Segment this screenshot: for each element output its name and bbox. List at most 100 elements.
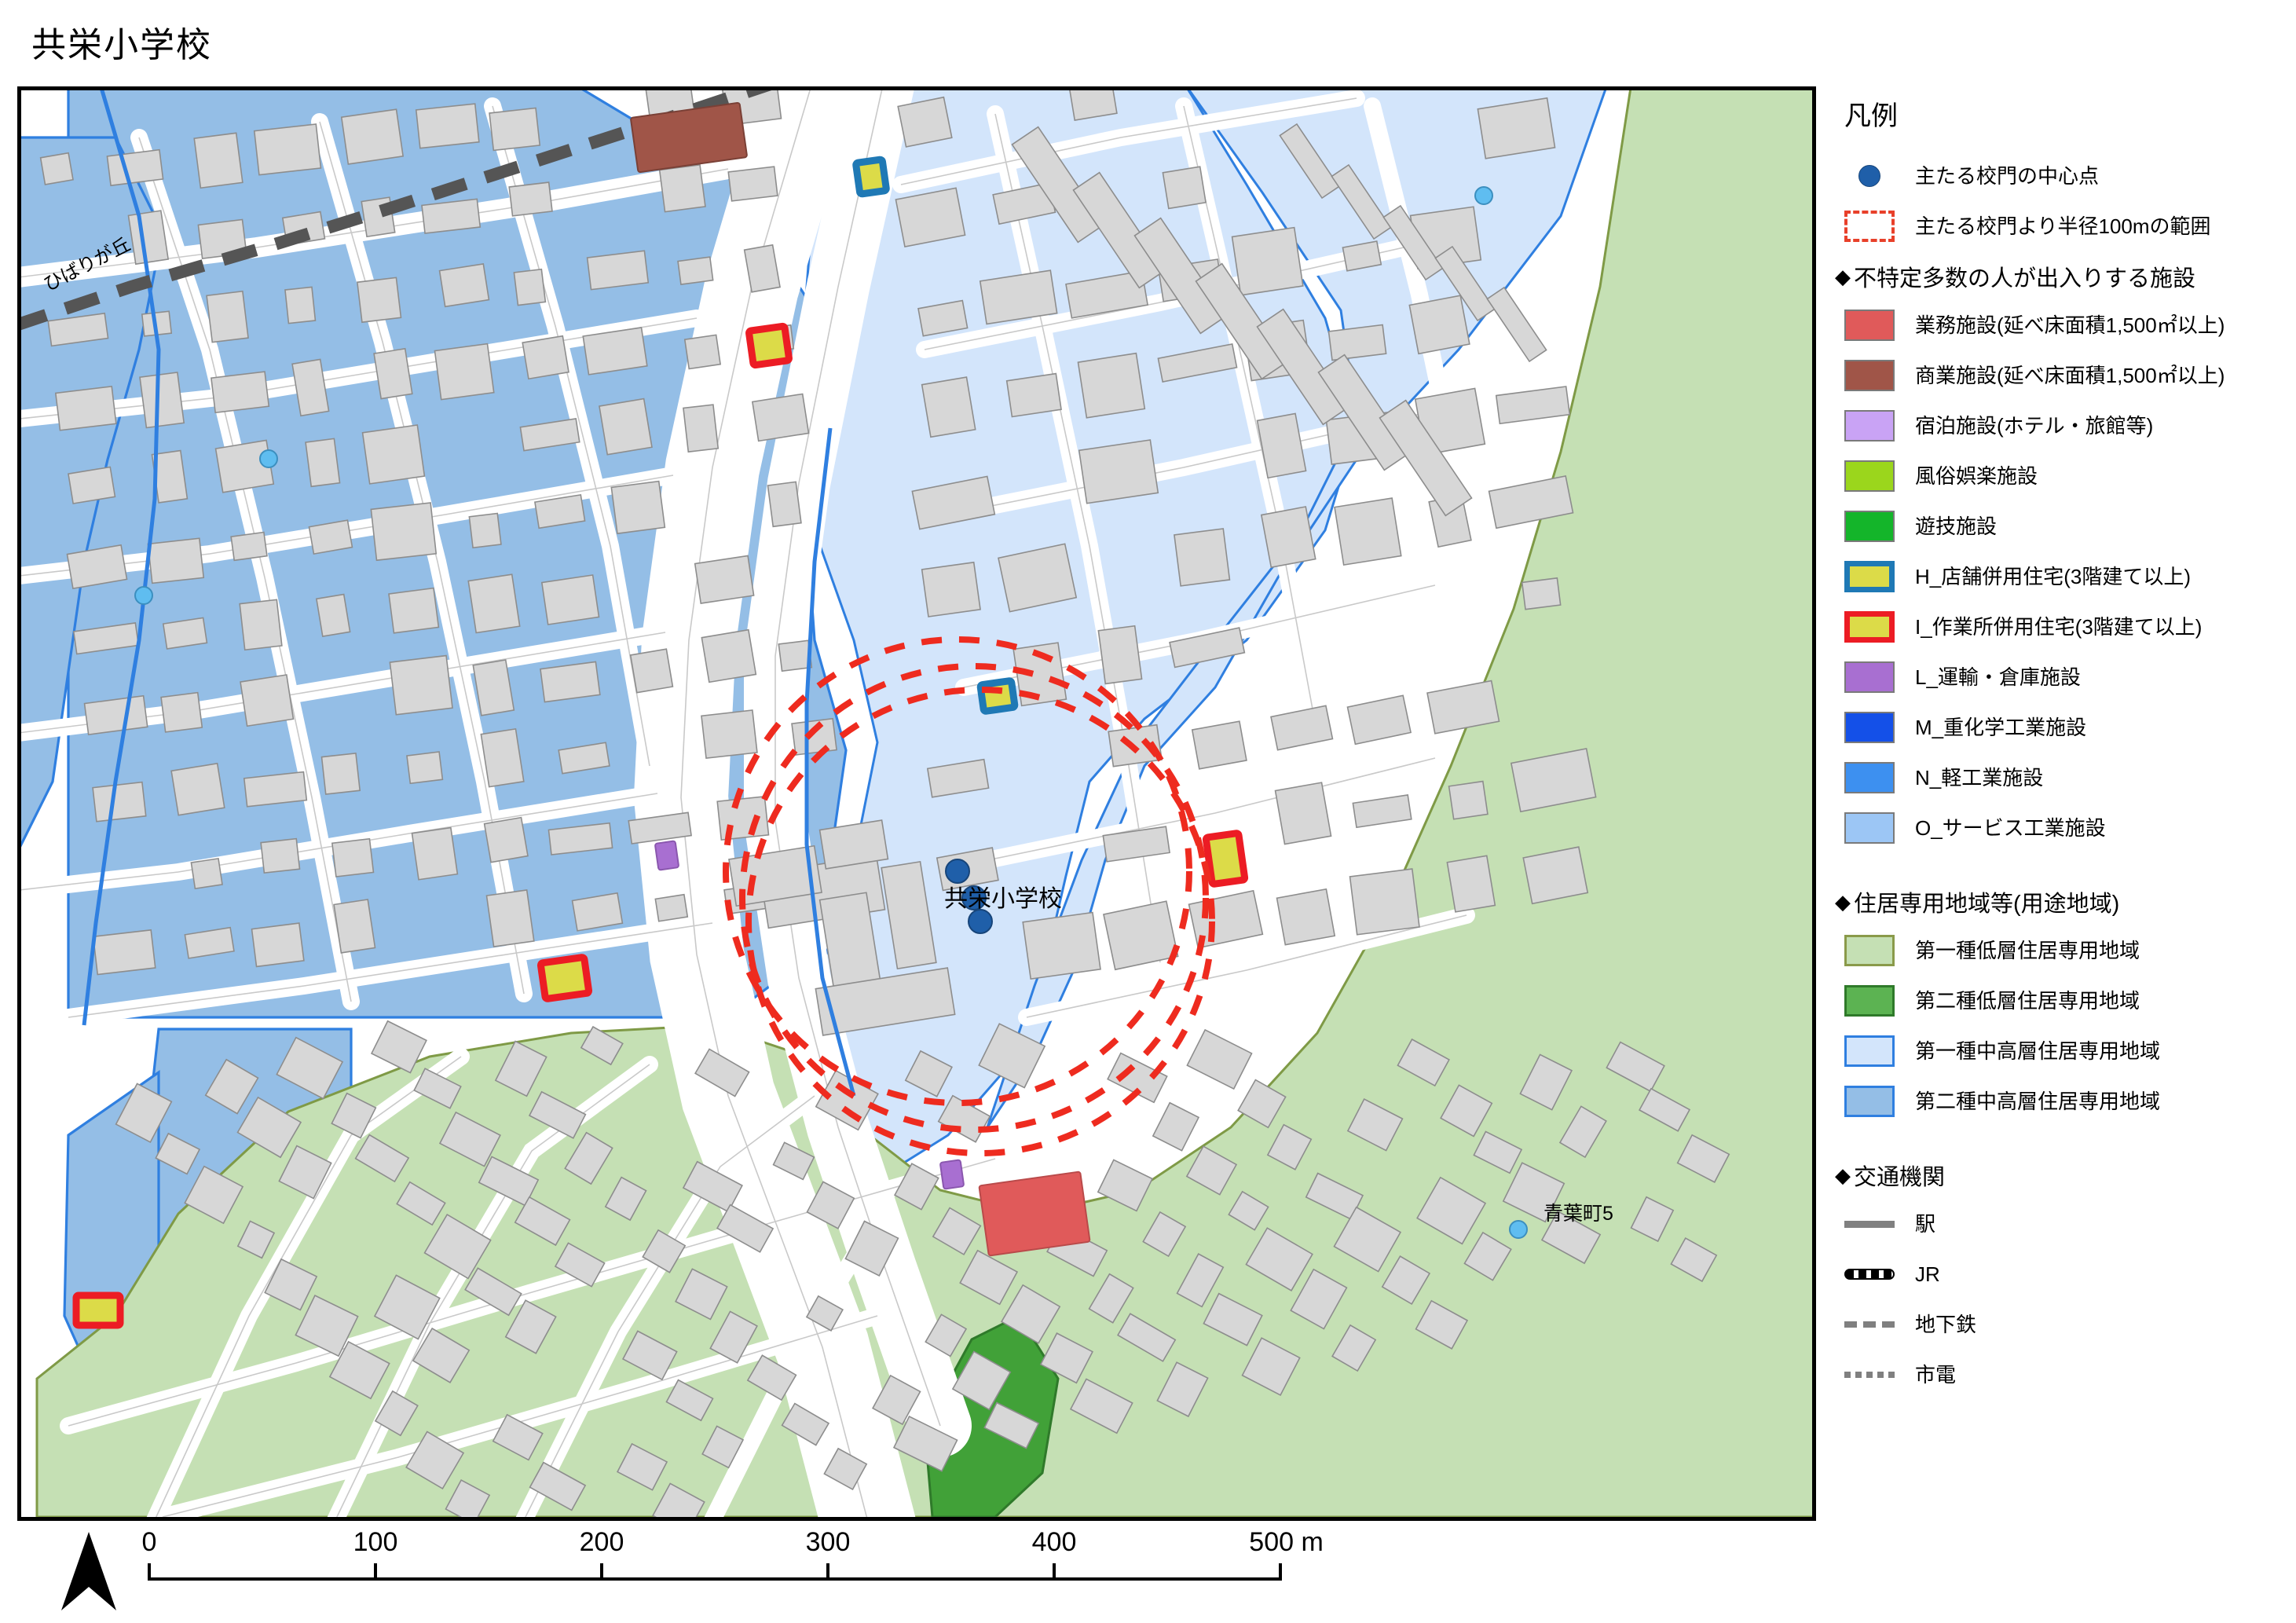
map-building bbox=[932, 1207, 982, 1256]
map-frame[interactable]: .bldg{fill:#d7d7d7;stroke:#8d8d8d;stroke… bbox=[17, 86, 1816, 1521]
legend-item-zone-3[interactable]: 第二種中高層住居専用地域 bbox=[1830, 1085, 2286, 1118]
map-building bbox=[610, 480, 666, 535]
facility-marker-commercial[interactable] bbox=[630, 101, 748, 174]
school-gate-point[interactable] bbox=[945, 859, 970, 884]
transport-line-icon-jr bbox=[1844, 1258, 1895, 1290]
map-building bbox=[892, 1415, 958, 1472]
facility-marker-I[interactable] bbox=[745, 322, 793, 369]
transport-line-icon-dash bbox=[1844, 1309, 1895, 1340]
map-building bbox=[806, 1181, 855, 1229]
legend-label-facility-0: 業務施設(延べ床面積1,500㎡以上) bbox=[1915, 313, 2225, 337]
scale-tick-label-100: 100 bbox=[353, 1527, 398, 1557]
legend-item-facility-10[interactable]: O_サービス工業施設 bbox=[1830, 812, 2286, 844]
map-building bbox=[628, 812, 692, 844]
map-building bbox=[1195, 262, 1289, 380]
legend-item-facility-7[interactable]: L_運輸・倉庫施設 bbox=[1830, 661, 2286, 694]
map-building bbox=[438, 1111, 501, 1167]
map-building bbox=[445, 1478, 491, 1517]
legend-item-transport-0[interactable]: 駅 bbox=[1830, 1207, 2286, 1240]
map-building bbox=[1317, 354, 1412, 471]
legend-label-transport-1: JR bbox=[1915, 1262, 1940, 1286]
facility-marker-I[interactable] bbox=[1202, 830, 1249, 888]
legend-item-facility-4[interactable]: 遊技施設 bbox=[1830, 510, 2286, 543]
legend-item-transport-1[interactable]: JR bbox=[1830, 1258, 2286, 1291]
facility-marker-I[interactable] bbox=[72, 1291, 124, 1329]
map-building bbox=[1606, 1041, 1665, 1093]
legend-item-transport-2[interactable]: 地下鉄 bbox=[1830, 1308, 2286, 1341]
legend-item-gate-point[interactable]: 主たる校門の中心点 bbox=[1830, 159, 2286, 192]
radius-100m-circle bbox=[745, 687, 1215, 1156]
place-point[interactable] bbox=[1509, 1220, 1528, 1239]
map-building bbox=[370, 1020, 427, 1074]
legend-item-transport-3[interactable]: 市電 bbox=[1830, 1358, 2286, 1391]
facility-marker-business[interactable] bbox=[978, 1171, 1091, 1257]
legend-item-facility-8[interactable]: M_重化学工業施設 bbox=[1830, 711, 2286, 744]
legend-item-facility-0[interactable]: 業務施設(延べ床面積1,500㎡以上) bbox=[1830, 309, 2286, 342]
map-building bbox=[305, 438, 341, 488]
map-building bbox=[979, 269, 1058, 325]
map-building bbox=[1068, 90, 1118, 121]
legend-item-zone-2[interactable]: 第一種中高層住居専用地域 bbox=[1830, 1035, 2286, 1068]
facility-marker-H[interactable] bbox=[976, 677, 1019, 715]
map-building bbox=[586, 250, 650, 291]
map-building bbox=[1039, 1332, 1094, 1384]
map-building bbox=[522, 335, 569, 380]
map-building bbox=[1381, 1255, 1431, 1306]
map-building bbox=[278, 1145, 332, 1200]
legend-item-facility-2[interactable]: 宿泊施設(ホテル・旅館等) bbox=[1830, 409, 2286, 442]
legend-label-facility-4: 遊技施設 bbox=[1915, 514, 1998, 538]
map-building bbox=[1203, 1292, 1263, 1346]
map-building bbox=[340, 108, 405, 165]
facility-marker-transport[interactable] bbox=[654, 840, 679, 871]
map-building bbox=[1630, 1196, 1675, 1243]
place-label-aobacho5: 青葉町5 bbox=[1543, 1203, 1613, 1225]
facility-marker-transport[interactable] bbox=[939, 1159, 965, 1190]
legend-item-facility-3[interactable]: 風俗娯楽施設 bbox=[1830, 460, 2286, 493]
place-point[interactable] bbox=[1474, 186, 1493, 205]
map-building bbox=[1260, 506, 1316, 569]
facility-marker-I[interactable] bbox=[536, 954, 593, 1002]
map-building bbox=[370, 502, 438, 562]
legend-item-facility-9[interactable]: N_軽工業施設 bbox=[1830, 761, 2286, 794]
map-building bbox=[464, 1267, 522, 1317]
legend-item-zone-1[interactable]: 第二種低層住居専用地域 bbox=[1830, 984, 2286, 1017]
map-building bbox=[893, 1163, 939, 1211]
legend-item-zone-0[interactable]: 第一種低層住居専用地域 bbox=[1830, 934, 2286, 967]
school-gate-point[interactable] bbox=[961, 885, 987, 910]
map-building bbox=[211, 371, 270, 414]
map-building bbox=[412, 1327, 471, 1383]
map-building bbox=[68, 466, 116, 504]
map-building bbox=[701, 709, 758, 760]
legend-item-facility-6[interactable]: I_作業所併用住宅(3階建て以上) bbox=[1830, 610, 2286, 643]
map-building bbox=[127, 210, 170, 266]
legend-label-facility-9: N_軽工業施設 bbox=[1915, 765, 2044, 790]
map-building bbox=[1408, 295, 1470, 355]
map-building bbox=[1270, 705, 1334, 751]
legend-item-radius-100m[interactable]: 主たる校門より半径100mの範囲 bbox=[1830, 210, 2286, 243]
map-building bbox=[328, 1340, 390, 1400]
map-building bbox=[1266, 1123, 1313, 1171]
map-building bbox=[1440, 1084, 1493, 1138]
map-building bbox=[767, 481, 802, 528]
facility-marker-H[interactable] bbox=[852, 156, 890, 198]
scale-tick-label-500: 500 m bbox=[1249, 1527, 1324, 1557]
legend-item-facility-5[interactable]: H_店舗併用住宅(3階建て以上) bbox=[1830, 560, 2286, 593]
map-canvas[interactable]: .bldg{fill:#d7d7d7;stroke:#8d8d8d;stroke… bbox=[21, 90, 1812, 1517]
map-building bbox=[727, 166, 778, 202]
map-building bbox=[413, 1068, 462, 1109]
map-building bbox=[1639, 1087, 1691, 1132]
map-building bbox=[709, 1310, 758, 1364]
place-point[interactable] bbox=[134, 586, 153, 605]
map-building bbox=[921, 376, 976, 438]
map-building bbox=[356, 277, 402, 324]
legend-item-facility-1[interactable]: 商業施設(延べ床面積1,500㎡以上) bbox=[1830, 359, 2286, 392]
facility-swatch-icon bbox=[1844, 410, 1895, 441]
map-building bbox=[1334, 497, 1402, 566]
map-building bbox=[1169, 627, 1246, 669]
school-gate-point[interactable] bbox=[968, 909, 993, 934]
map-building bbox=[701, 628, 757, 683]
map-building bbox=[406, 751, 444, 785]
place-point[interactable] bbox=[259, 449, 278, 468]
map-building bbox=[204, 1058, 259, 1115]
map-building bbox=[230, 531, 268, 562]
